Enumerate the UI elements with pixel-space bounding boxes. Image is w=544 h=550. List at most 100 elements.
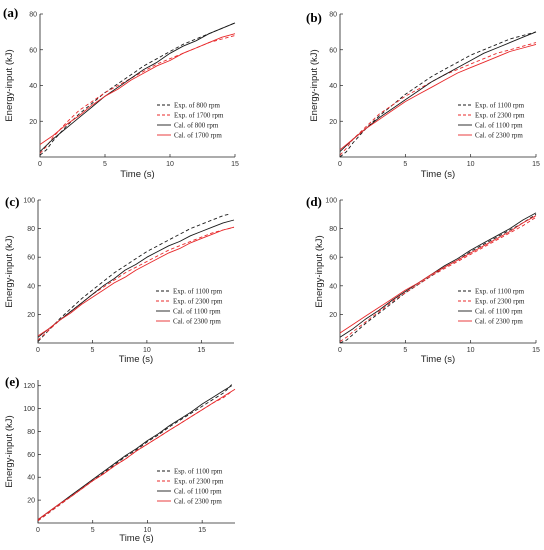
series-line-1: [339, 31, 537, 158]
series-line-1: [39, 22, 236, 156]
legend-entry: Exp. of 1100 rpm: [173, 288, 223, 296]
series-line-3: [39, 22, 236, 152]
legend-entry: Cal. of 2300 rpm: [475, 132, 523, 140]
series-line-3: [37, 385, 232, 520]
legend-entry: Cal. of 1100 rpm: [475, 122, 523, 130]
y-tick-label: 80: [27, 429, 35, 436]
legend-entry: Exp. of 1100 rpm: [475, 102, 525, 110]
x-tick-label: 10: [467, 347, 475, 354]
x-axis-title: Time (s): [421, 169, 455, 180]
series-line-4: [39, 33, 236, 145]
x-tick-label: 10: [143, 347, 151, 354]
y-tick-label: 60: [329, 255, 337, 262]
legend-entry: Exp. of 800 rpm: [174, 102, 220, 110]
legend-entry: Cal. of 1100 rpm: [173, 308, 221, 316]
legend-entry: Exp. of 2300 rpm: [174, 478, 224, 486]
legend-entry: Cal. of 2300 rpm: [475, 318, 523, 326]
x-tick-label: 15: [197, 347, 205, 354]
series-line-2: [339, 42, 537, 156]
legend-entry: Cal. of 1700 rpm: [174, 132, 222, 140]
y-tick-label: 80: [329, 226, 337, 233]
x-tick-label: 0: [36, 347, 40, 354]
y-tick-label: 80: [29, 12, 37, 19]
y-tick-label: 100: [325, 198, 337, 205]
series-line-4: [339, 215, 537, 334]
legend-entry: Cal. of 800 rpm: [174, 122, 219, 130]
series-line-1: [339, 213, 537, 344]
chart-panel-e: (e) 0 5 10 15 20 40 60 80 100 120 Time (s) Energy-in…: [4, 374, 236, 544]
y-tick-label: 100: [23, 198, 35, 205]
legend-entry: Exp. of 2300 rpm: [173, 298, 223, 306]
series-line-1: [37, 213, 229, 342]
legend-entry: Exp. of 1700 rpm: [174, 112, 224, 120]
x-tick-label: 0: [338, 161, 342, 168]
chart-panel-a: (a) 0 5 10 15 20 40 60 80 Time (s) Energy-input (k…: [3, 5, 239, 180]
x-axis-title: Time (s): [119, 354, 153, 365]
series-line-2: [339, 216, 537, 342]
x-tick-label: 15: [198, 527, 206, 534]
series-line-3: [339, 212, 537, 338]
series-line-4: [37, 226, 235, 337]
x-axis-title: Time (s): [120, 169, 154, 180]
y-tick-label: 20: [329, 312, 337, 319]
y-tick-label: 40: [29, 83, 37, 90]
y-axis-title: Energy-input (kJ): [314, 235, 325, 307]
legend-entry: Exp. of 2300 rpm: [475, 112, 525, 120]
y-tick-label: 20: [27, 498, 35, 505]
x-tick-label: 10: [166, 161, 174, 168]
legend-entry: Exp. of 1100 rpm: [475, 288, 525, 296]
y-tick-label: 40: [27, 283, 35, 290]
x-axis-title: Time (s): [119, 533, 153, 544]
y-tick-label: 60: [329, 47, 337, 54]
x-tick-label: 0: [38, 161, 42, 168]
panel-label: (a): [3, 5, 18, 20]
y-axis-title: Energy-input (kJ): [4, 235, 15, 307]
x-tick-label: 10: [144, 527, 152, 534]
chart-panel-c: (c) 0 5 10 15 20 40 60 80 100 Time (s) Energy-input…: [4, 194, 235, 365]
y-tick-label: 40: [329, 83, 337, 90]
y-tick-label: 20: [27, 312, 35, 319]
panel-label: (e): [5, 374, 19, 389]
x-tick-label: 5: [403, 347, 407, 354]
panel-label: (b): [306, 10, 322, 25]
y-tick-label: 80: [329, 12, 337, 19]
x-tick-label: 5: [90, 347, 94, 354]
x-tick-label: 15: [532, 347, 540, 354]
x-tick-label: 15: [231, 161, 239, 168]
series-line-3: [339, 31, 537, 152]
legend-entry: Cal. of 1100 rpm: [475, 308, 523, 316]
x-tick-label: 15: [532, 161, 540, 168]
x-axis-title: Time (s): [421, 354, 455, 365]
x-tick-label: 10: [467, 161, 475, 168]
y-tick-label: 80: [27, 226, 35, 233]
y-tick-label: 40: [27, 475, 35, 482]
panel-label: (c): [5, 194, 19, 209]
legend-entry: Esp. of 1100 rpm: [174, 468, 223, 476]
series-line-4: [37, 388, 236, 520]
chart-panel-d: (d) 0 5 10 15 20 40 60 80 100 Time (s) Energy-input…: [306, 194, 540, 365]
x-tick-label: 5: [103, 161, 107, 168]
legend-entry: Exp. of 2300 rpm: [475, 298, 525, 306]
y-tick-label: 40: [329, 283, 337, 290]
series-line-3: [37, 219, 235, 338]
y-tick-label: 100: [23, 406, 35, 413]
y-tick-label: 120: [23, 383, 35, 390]
y-axis-title: Energy-input (kJ): [309, 49, 320, 121]
legend-entry: Cal. of 2300 rpm: [174, 498, 222, 506]
series-line-4: [339, 43, 537, 151]
y-axis-title: Energy-input (kJ): [4, 49, 15, 121]
y-tick-label: 20: [29, 119, 37, 126]
x-tick-label: 5: [403, 161, 407, 168]
x-tick-label: 0: [36, 527, 40, 534]
y-axis-title: Energy-input (kJ): [4, 415, 15, 487]
chart-panel-b: (b) 0 5 10 15 20 40 60 80 Time (s) Energy-input (k…: [306, 10, 540, 180]
y-tick-label: 20: [329, 119, 337, 126]
x-tick-label: 0: [338, 347, 342, 354]
x-tick-label: 5: [91, 527, 95, 534]
y-tick-label: 60: [29, 47, 37, 54]
y-tick-label: 60: [27, 255, 35, 262]
y-tick-label: 60: [27, 452, 35, 459]
legend-entry: Cal. of 1100 rpm: [174, 488, 222, 496]
legend-entry: Cal. of 2300 rpm: [173, 318, 221, 326]
